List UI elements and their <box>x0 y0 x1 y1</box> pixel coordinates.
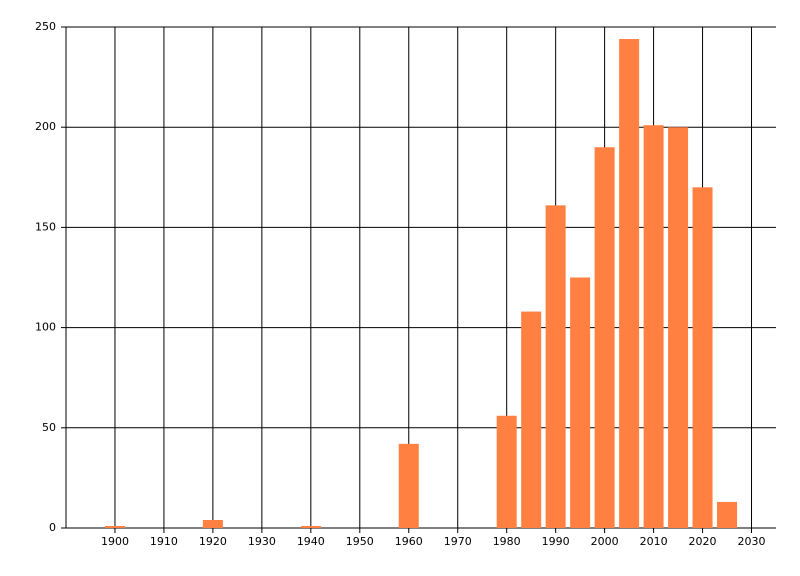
bar <box>692 187 713 528</box>
bar <box>496 415 517 528</box>
bar <box>717 501 738 528</box>
x-tick-label: 1900 <box>101 535 129 548</box>
bar <box>300 525 321 528</box>
x-tick-label: 2010 <box>640 535 668 548</box>
bar <box>545 205 566 528</box>
y-tick-label: 50 <box>42 421 56 434</box>
bar <box>104 525 125 528</box>
x-tick-label: 2000 <box>591 535 619 548</box>
x-tick-label: 1920 <box>199 535 227 548</box>
bar <box>398 443 419 528</box>
y-tick-label: 100 <box>35 321 56 334</box>
bar <box>594 147 615 529</box>
bar <box>643 125 664 529</box>
bar <box>668 127 689 528</box>
bar <box>202 519 223 528</box>
x-tick-label: 1960 <box>395 535 423 548</box>
y-tick-label: 0 <box>49 521 56 534</box>
x-tick-label: 2020 <box>689 535 717 548</box>
bar <box>570 277 591 528</box>
y-tick-label: 200 <box>35 120 56 133</box>
x-tick-label: 1950 <box>346 535 374 548</box>
x-tick-label: 1970 <box>444 535 472 548</box>
bar <box>521 311 542 528</box>
x-tick-label: 1940 <box>297 535 325 548</box>
x-tick-label: 2030 <box>738 535 766 548</box>
x-tick-label: 1910 <box>150 535 178 548</box>
y-tick-label: 250 <box>35 20 56 33</box>
bar <box>619 39 640 529</box>
y-tick-label: 150 <box>35 220 56 233</box>
x-tick-label: 1990 <box>542 535 570 548</box>
x-tick-label: 1930 <box>248 535 276 548</box>
x-tick-label: 1980 <box>493 535 521 548</box>
